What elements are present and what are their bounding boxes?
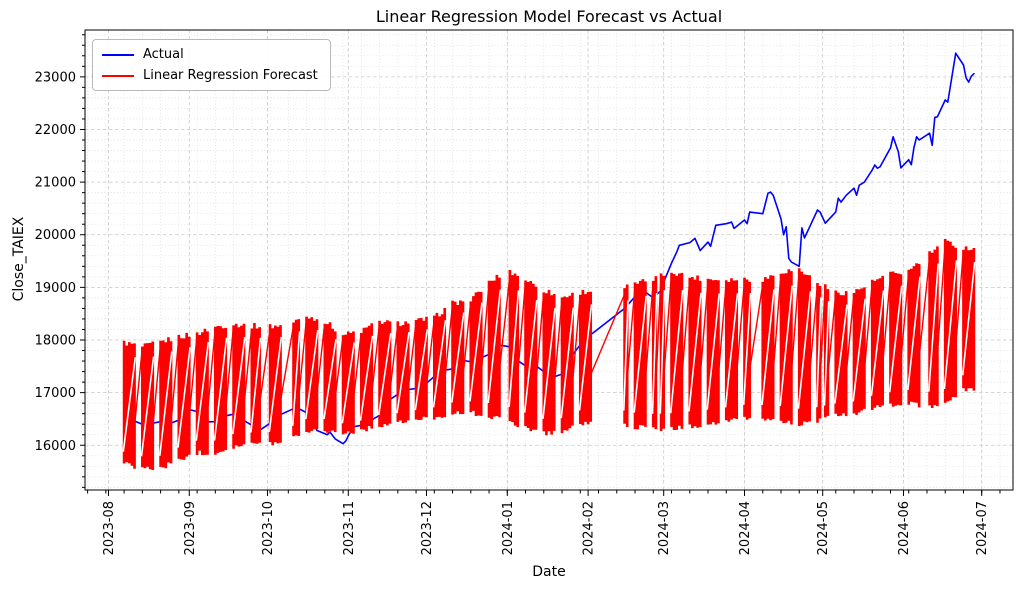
y-axis-label: Close_TAIEX [11, 216, 27, 302]
svg-text:23000: 23000 [35, 70, 76, 85]
svg-text:2024-03: 2024-03 [657, 501, 672, 555]
chart-title: Linear Regression Model Forecast vs Actu… [375, 7, 723, 26]
svg-text:18000: 18000 [35, 334, 76, 349]
svg-text:2024-04: 2024-04 [738, 501, 753, 555]
svg-text:2023-10: 2023-10 [261, 501, 276, 555]
legend-label: Actual [143, 47, 184, 62]
legend: Actual Linear Regression Forecast [92, 39, 331, 91]
svg-text:2023-08: 2023-08 [102, 501, 117, 555]
svg-text:19000: 19000 [35, 281, 76, 296]
x-axis-label: Date [532, 564, 566, 580]
svg-text:21000: 21000 [35, 176, 76, 191]
legend-label: Linear Regression Forecast [143, 68, 318, 83]
svg-text:2024-07: 2024-07 [975, 501, 990, 555]
svg-text:2024-06: 2024-06 [897, 501, 912, 555]
svg-text:2024-02: 2024-02 [582, 501, 597, 555]
svg-text:16000: 16000 [35, 439, 76, 454]
legend-item: Actual [102, 47, 318, 62]
actual-line-swatch [102, 53, 134, 56]
svg-text:20000: 20000 [35, 228, 76, 243]
svg-text:2023-09: 2023-09 [183, 501, 198, 555]
svg-text:2023-12: 2023-12 [420, 501, 435, 555]
svg-text:2024-01: 2024-01 [501, 501, 516, 555]
legend-item: Linear Regression Forecast [102, 68, 318, 83]
svg-text:2024-05: 2024-05 [816, 501, 831, 555]
forecast-line-swatch [102, 74, 134, 77]
svg-text:22000: 22000 [35, 123, 76, 138]
svg-text:17000: 17000 [35, 386, 76, 401]
svg-text:2023-11: 2023-11 [342, 501, 357, 555]
